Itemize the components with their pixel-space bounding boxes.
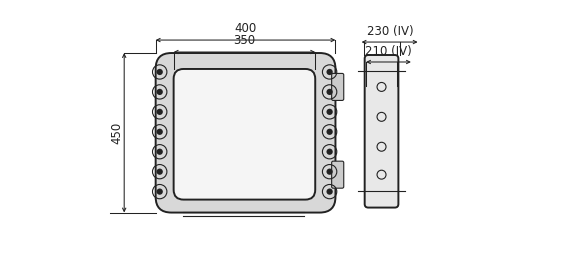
Circle shape	[157, 189, 163, 195]
Circle shape	[157, 89, 163, 95]
Text: 400: 400	[234, 23, 257, 35]
Text: 450: 450	[110, 122, 123, 144]
Circle shape	[327, 69, 333, 75]
Circle shape	[157, 109, 163, 115]
Circle shape	[327, 189, 333, 195]
FancyBboxPatch shape	[332, 161, 344, 188]
Circle shape	[327, 169, 333, 175]
Circle shape	[327, 149, 333, 155]
Text: 350: 350	[233, 34, 256, 47]
FancyBboxPatch shape	[365, 55, 398, 207]
FancyBboxPatch shape	[155, 53, 335, 213]
Circle shape	[157, 129, 163, 135]
FancyBboxPatch shape	[332, 73, 344, 100]
Text: 230 (IV): 230 (IV)	[368, 25, 414, 38]
Circle shape	[327, 89, 333, 95]
Circle shape	[157, 69, 163, 75]
Text: 210 (IV): 210 (IV)	[365, 45, 412, 58]
FancyBboxPatch shape	[173, 69, 316, 200]
Circle shape	[157, 169, 163, 175]
Circle shape	[327, 109, 333, 115]
Circle shape	[157, 149, 163, 155]
Circle shape	[327, 129, 333, 135]
